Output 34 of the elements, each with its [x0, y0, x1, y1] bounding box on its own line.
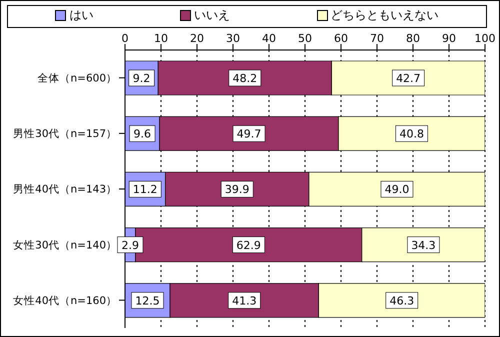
x-tick-label: 20	[190, 32, 204, 45]
data-label: 34.3	[411, 238, 436, 252]
legend-label: いいえ	[194, 7, 230, 24]
x-tick-label: 40	[262, 32, 276, 45]
y-tick-label: 女性40代（n=160）	[13, 294, 117, 307]
x-tick-label: 30	[226, 32, 240, 45]
data-label: 9.2	[132, 72, 150, 85]
data-label: 2.9	[121, 238, 139, 252]
data-label: 62.9	[236, 238, 261, 252]
y-tick-label: 男性40代（n=143）	[13, 184, 117, 196]
x-tick-label: 60	[334, 32, 348, 45]
x-tick-label: 80	[406, 32, 420, 45]
y-tick-label: 男性30代（n=157）	[13, 128, 117, 140]
x-tick-label: 10	[154, 32, 168, 45]
data-label: 48.2	[232, 72, 258, 85]
x-tick-label: 70	[370, 32, 384, 45]
data-label: 49.7	[236, 128, 262, 141]
data-label: 42.7	[396, 72, 421, 85]
data-label: 40.8	[399, 128, 424, 141]
y-tick-label: 女性30代（n=140）	[13, 239, 117, 252]
legend-label: どちらともいえない	[330, 7, 439, 24]
x-tick-label: 50	[298, 32, 312, 45]
data-label: 11.2	[132, 183, 158, 196]
x-tick-label: 100	[474, 32, 496, 45]
data-label: 9.6	[134, 128, 152, 141]
data-label: 12.5	[135, 294, 160, 308]
data-label: 49.0	[384, 183, 410, 196]
x-tick-label: 0	[122, 32, 128, 45]
data-label: 39.9	[224, 183, 250, 196]
data-label: 46.3	[390, 294, 414, 308]
x-tick-label: 90	[442, 32, 456, 45]
data-label: 41.3	[232, 294, 257, 308]
y-tick-label: 全体（n=600）	[38, 72, 117, 85]
legend-label: はい	[69, 7, 94, 24]
